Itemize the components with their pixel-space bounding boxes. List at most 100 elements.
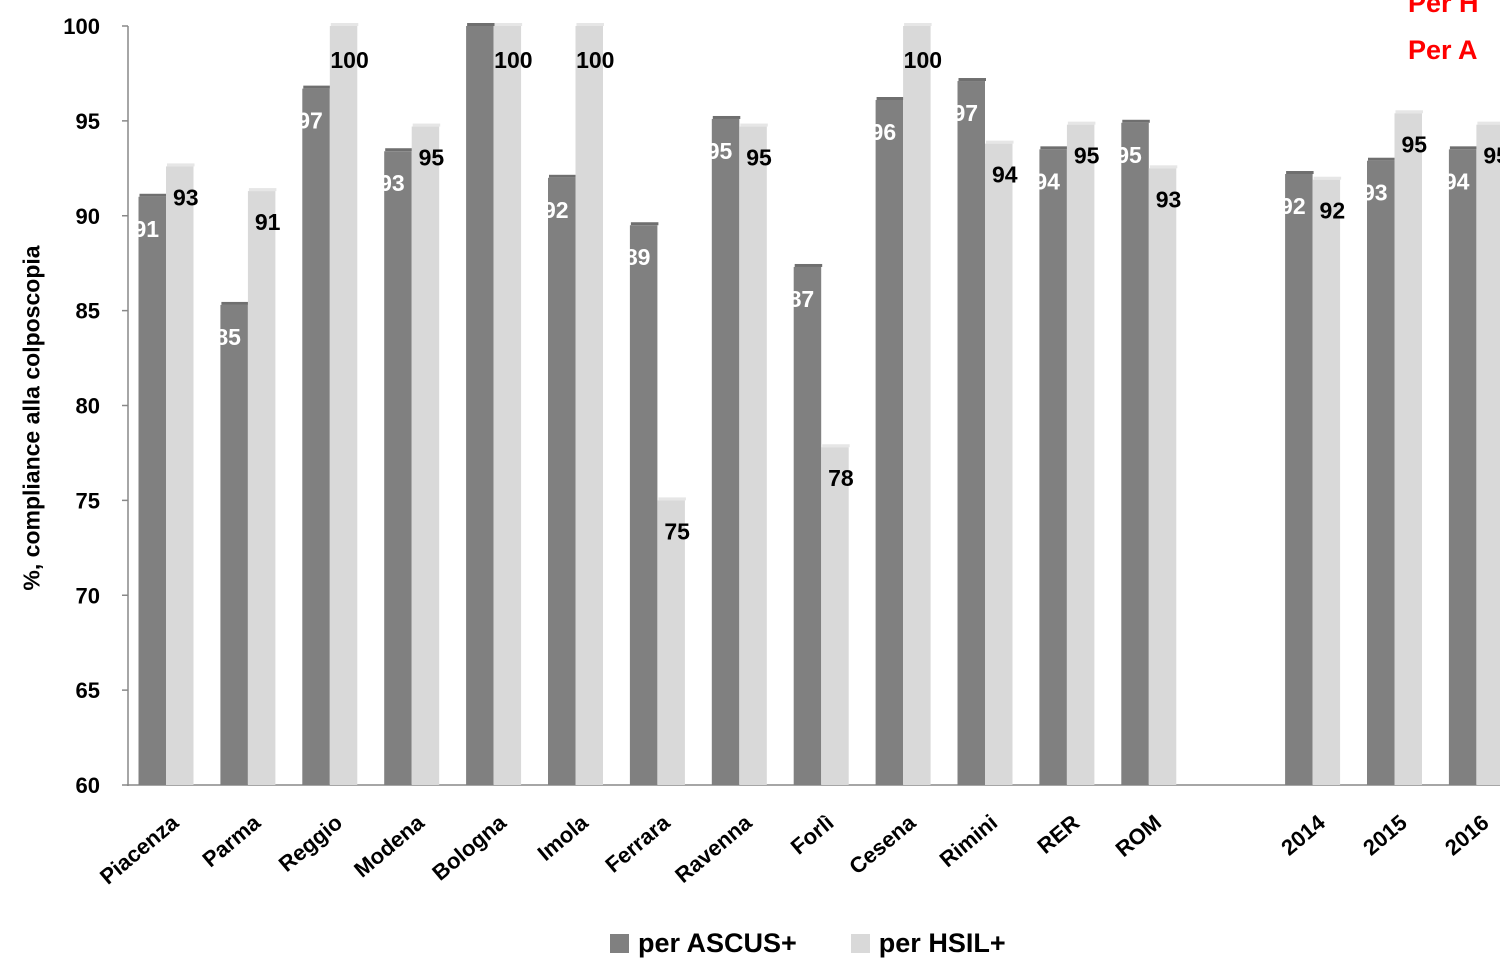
- bar-hsil: [985, 143, 1013, 785]
- x-tick-label: 2015: [1358, 810, 1412, 861]
- bar-top-edge: [740, 123, 768, 127]
- data-label-hsil: 100: [904, 47, 942, 73]
- x-tick-label: ROM: [1111, 810, 1166, 862]
- y-tick-label: 65: [76, 678, 100, 703]
- data-label-ascus: 93: [1362, 180, 1388, 206]
- bar-ascus: [1285, 174, 1313, 785]
- data-label-hsil: 100: [330, 47, 368, 73]
- bar-hsil: [1148, 168, 1177, 785]
- bar-ascus: [1039, 149, 1067, 785]
- legend-swatch-hsil: [850, 934, 870, 953]
- bar-top-edge: [248, 188, 277, 192]
- bar-ascus: [793, 266, 822, 785]
- data-label-hsil: 95: [1401, 131, 1427, 157]
- x-tick-label: Rimini: [935, 810, 1003, 872]
- bar-top-edge: [986, 140, 1014, 144]
- x-tick-label: Cesena: [844, 809, 921, 879]
- x-tick-label: Modena: [349, 809, 429, 882]
- data-label-hsil: 78: [828, 465, 854, 491]
- data-label-hsil: 95: [1483, 143, 1500, 169]
- bar-top-edge: [876, 97, 905, 101]
- bar-top-edge: [794, 263, 823, 267]
- bar-top-edge: [467, 23, 495, 26]
- data-label-ascus: 95: [707, 138, 733, 164]
- bar-ascus: [957, 81, 985, 786]
- bar-top-edge: [1149, 165, 1178, 169]
- bar-hsil: [1476, 124, 1500, 786]
- bar-top-edge: [549, 174, 577, 178]
- bar-top-edge: [1449, 146, 1478, 150]
- y-tick-label: 70: [76, 583, 100, 608]
- x-tick-label: 2014: [1276, 809, 1330, 860]
- legend: per ASCUS+ per HSIL+: [610, 928, 1060, 959]
- y-tick-label: 75: [76, 488, 100, 513]
- bar-hsil: [1312, 179, 1341, 785]
- data-label-ascus: 89: [625, 244, 651, 270]
- bar-hsil: [821, 447, 849, 785]
- bar-top-edge: [167, 163, 195, 167]
- bar-hsil: [1066, 124, 1095, 786]
- bar-ascus: [711, 118, 740, 786]
- bar-top-edge: [1368, 157, 1396, 161]
- data-label-hsil: 95: [746, 145, 772, 171]
- bar-ascus: [466, 26, 494, 785]
- bar-top-edge: [494, 23, 523, 26]
- data-label-hsil: 100: [494, 47, 532, 73]
- bar-hsil: [575, 26, 603, 785]
- bar-top-edge: [658, 497, 686, 501]
- bar-hsil: [247, 191, 276, 785]
- data-label-ascus: 87: [789, 286, 815, 312]
- bar-ascus: [1121, 122, 1149, 785]
- legend-swatch-ascus: [610, 934, 629, 953]
- legend-item-ascus: per ASCUS+: [610, 928, 797, 959]
- bar-hsil: [411, 126, 440, 785]
- corner-annotation: Per H Per A: [1400, 0, 1500, 80]
- bar-hsil: [1394, 113, 1422, 785]
- data-label-hsil: 75: [664, 518, 690, 544]
- bar-hsil: [329, 26, 358, 785]
- data-label-ascus: 85: [215, 324, 241, 350]
- bar-top-edge: [1122, 119, 1150, 123]
- bar-top-edge: [221, 301, 249, 305]
- data-label-hsil: 93: [173, 184, 199, 210]
- bar-hsil: [493, 26, 522, 785]
- bar-ascus: [1367, 160, 1395, 785]
- bar-ascus: [629, 225, 658, 786]
- bar-top-edge: [1395, 110, 1423, 114]
- bar-top-edge: [385, 148, 413, 152]
- legend-label-ascus: per ASCUS+: [638, 928, 797, 958]
- x-tick-label: Forlì: [786, 810, 839, 860]
- x-tick-label: Parma: [198, 809, 266, 872]
- bar-top-edge: [712, 115, 741, 119]
- y-axis-title: %, compliance alla colposcopia: [18, 245, 45, 591]
- bar-top-edge: [1286, 171, 1314, 175]
- data-label-ascus: 97: [297, 108, 323, 134]
- bar-ascus: [1448, 149, 1477, 785]
- bar-top-edge: [139, 193, 167, 197]
- legend-item-hsil: per HSIL+: [850, 928, 1006, 959]
- data-label-hsil: 100: [576, 47, 614, 73]
- data-label-hsil: 92: [1320, 198, 1346, 224]
- data-label-hsil: 93: [1156, 186, 1182, 212]
- data-label-ascus: 94: [1034, 168, 1060, 194]
- legend-label-hsil: per HSIL+: [878, 928, 1006, 958]
- y-tick-label: 90: [76, 204, 100, 229]
- bar-ascus: [138, 196, 166, 785]
- data-label-hsil: 91: [255, 209, 281, 235]
- bar-top-edge: [1040, 146, 1068, 150]
- data-label-ascus: 97: [952, 100, 978, 126]
- data-label-hsil: 95: [1074, 143, 1100, 169]
- bar-top-edge: [576, 23, 604, 26]
- bar-ascus: [548, 177, 576, 786]
- annotation-line-1: Per H: [1408, 0, 1479, 18]
- bar-top-edge: [303, 85, 331, 89]
- bar-ascus: [384, 151, 412, 786]
- x-tick-label: Piacenza: [95, 809, 184, 889]
- x-tick-label: Ferrara: [600, 809, 675, 877]
- data-label-hsil: 94: [992, 162, 1018, 188]
- bar-ascus: [875, 100, 904, 785]
- data-label-ascus: 92: [543, 197, 569, 223]
- bar-hsil: [166, 166, 194, 786]
- bar-top-edge: [822, 444, 850, 448]
